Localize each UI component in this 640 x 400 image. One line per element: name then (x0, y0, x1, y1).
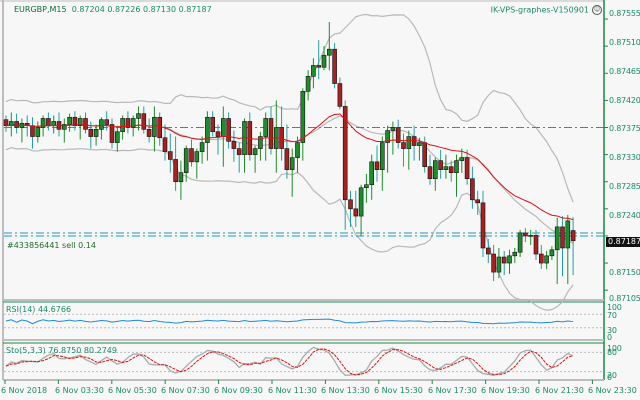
price-tick: 0.87510 (609, 38, 640, 47)
time-tick: 6 Nov 13:30 (321, 386, 370, 395)
rsi-level: 30 (607, 326, 617, 335)
price-tick: 0.87465 (609, 67, 640, 76)
rsi-level: 0 (607, 333, 612, 342)
rsi-level: 70 (607, 311, 617, 320)
stoch-level: 0 (607, 373, 612, 382)
price-tick: 0.87150 (609, 268, 640, 277)
stoch-level: 80 (607, 348, 617, 357)
price-tick: 0.87240 (609, 211, 640, 220)
time-axis-ticks (4, 380, 593, 384)
rsi-level: 100 (607, 303, 622, 312)
order-line-label: #433856441 sell 0.14 (7, 241, 96, 250)
current-price-tag: 0.87187 (606, 237, 640, 247)
time-tick: 6 Nov 03:30 (55, 386, 104, 395)
symbol-timeframe: EURGBP,M15 (14, 5, 67, 14)
stoch-level: 20 (607, 371, 617, 380)
time-tick: 6 Nov 05:30 (108, 386, 157, 395)
stoch-level: 100 (607, 344, 622, 353)
stochastic-label: Sto(5,3,3) 76.8750 80.2749 (6, 346, 117, 355)
time-tick: 6 Nov 17:30 (428, 386, 477, 395)
time-tick: 6 Nov 19:30 (481, 386, 530, 395)
time-tick: 6 Nov 23:30 (588, 386, 637, 395)
moving-average (5, 113, 574, 221)
time-tick: 6 Nov 09:30 (214, 386, 263, 395)
brand-text: IK-VPS-graphes-V150901 (490, 5, 589, 15)
price-tick: 0.87375 (609, 124, 640, 133)
expert-advisor-label: IK-VPS-graphes-V150901 ☺ (491, 5, 602, 16)
price-tick: 0.87420 (609, 96, 640, 105)
time-tick: 6 Nov 15:30 (374, 386, 423, 395)
price-tick: 0.87105 (609, 294, 640, 303)
price-tick: 0.87285 (609, 182, 640, 191)
price-tick: 0.87555 (609, 9, 640, 18)
ohlc-values: 0.87204 0.87226 0.87130 0.87187 (71, 5, 212, 14)
smiley-icon: ☺ (592, 5, 602, 15)
rsi-label: RSI(14) 44.6766 (6, 305, 72, 314)
price-axis-ticks (604, 18, 608, 291)
chart-title: EURGBP,M15 0.87204 0.87226 0.87130 0.871… (14, 5, 212, 15)
price-tick: 0.87330 (609, 153, 640, 162)
time-tick: 6 Nov 21:30 (535, 386, 584, 395)
stochastic-indicator (4, 346, 604, 377)
time-tick: 6 Nov 07:30 (161, 386, 210, 395)
time-tick: 6 Nov 2018 (1, 386, 48, 395)
time-tick: 6 Nov 11:30 (268, 386, 317, 395)
rsi-indicator (4, 313, 604, 329)
